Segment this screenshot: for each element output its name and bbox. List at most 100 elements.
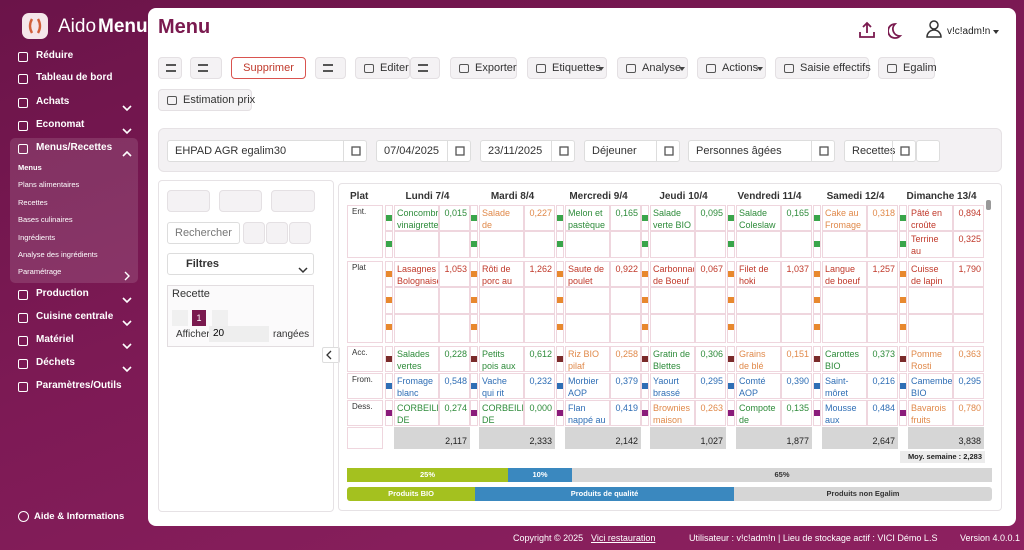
pager-page[interactable]: 1	[192, 310, 206, 326]
dish-cost	[695, 231, 726, 258]
collapse-button[interactable]	[322, 347, 340, 363]
dish-cost: 0,135	[781, 400, 812, 426]
submenu-item[interactable]: Recettes	[18, 198, 48, 207]
icon-button[interactable]	[315, 57, 346, 79]
dish-name[interactable]: Gratin de Blettes	[650, 346, 695, 372]
dish-name[interactable]: Brownies maison	[650, 400, 695, 426]
dish-name[interactable]: Terrine au saumon	[908, 231, 953, 258]
dish-name[interactable]: CORBEILLE DE FRUIT	[394, 400, 439, 426]
marker-cell	[727, 261, 735, 287]
dish-name[interactable]: Salade verte BIO	[650, 205, 695, 231]
pager-prev[interactable]	[172, 310, 188, 326]
dish-name[interactable]: Morbier AOP	[565, 373, 610, 399]
dish-name[interactable]: Mousse aux	[822, 400, 867, 426]
nav-item[interactable]: Réduire	[36, 50, 74, 61]
dish-name[interactable]: CORBEILLE DE FRUIT	[479, 400, 524, 426]
panel-button[interactable]	[219, 190, 262, 212]
nav-item[interactable]: Production	[36, 288, 89, 299]
theme-icon[interactable]	[887, 21, 906, 39]
icon-button[interactable]	[158, 57, 182, 79]
upload-icon[interactable]	[858, 21, 876, 39]
toolbar-button[interactable]: Supprimer	[231, 57, 306, 79]
marker-cell	[813, 261, 821, 287]
dish-name[interactable]: Bavarois fruits	[908, 400, 953, 426]
category-marker	[814, 215, 820, 221]
icon-button[interactable]	[190, 57, 222, 79]
dish-name[interactable]: Salades vertes	[394, 346, 439, 372]
help-link[interactable]: Aide & Informations	[34, 511, 125, 522]
user-name[interactable]: v!c!adm!n	[947, 26, 991, 37]
nav-item[interactable]: Achats	[36, 96, 70, 107]
filters-toggle[interactable]: Filtres	[167, 253, 314, 275]
panel-button[interactable]	[167, 190, 210, 212]
icon-button[interactable]	[410, 57, 440, 79]
filter-input[interactable]: Personnes âgées	[688, 140, 835, 162]
toolbar-button[interactable]: Saisie effectifs	[775, 57, 871, 79]
scrollbar-thumb	[986, 200, 991, 210]
dish-name[interactable]: Camembert BIO	[908, 373, 953, 399]
nav-item[interactable]: Déchets	[36, 357, 75, 368]
view-toggle[interactable]	[289, 222, 311, 244]
submenu-item[interactable]: Analyse des ingrédients	[18, 250, 98, 259]
footer-link[interactable]: Vici restauration	[591, 533, 656, 543]
nav-item[interactable]: Cuisine centrale	[36, 311, 114, 322]
dish-name[interactable]: Compote de	[736, 400, 781, 426]
panel-button[interactable]	[271, 190, 315, 212]
nav-item[interactable]: Economat	[36, 119, 85, 130]
toolbar-button[interactable]: Analyse	[617, 57, 688, 79]
dish-name[interactable]: Pâté en croûte	[908, 205, 953, 231]
nav-item[interactable]: Tableau de bord	[36, 72, 113, 83]
dish-name[interactable]: Concombre vinaigrette	[394, 205, 439, 231]
dish-name[interactable]: Petits pois aux	[479, 346, 524, 372]
dish-cost: 0,228	[439, 346, 470, 372]
rows-select[interactable]: 20	[209, 326, 269, 342]
submenu-item[interactable]: Plans alimentaires	[18, 180, 80, 189]
submenu-item[interactable]: Paramétrage	[18, 267, 62, 276]
dish-name[interactable]: Filet de hoki	[736, 261, 781, 287]
toolbar-button[interactable]: Exporter	[450, 57, 517, 79]
toolbar-button[interactable]: Actions	[697, 57, 766, 79]
dish-name[interactable]: Cake au Fromage	[822, 205, 867, 231]
submenu-item[interactable]: Ingrédients	[18, 233, 56, 242]
dish-cost: 0,000	[524, 400, 555, 426]
dish-name[interactable]: Cuisse de lapin rôtie	[908, 261, 953, 287]
dish-name[interactable]: Lasagnes Bolognaise	[394, 261, 439, 287]
filter-input[interactable]: EHPAD AGR egalim30	[167, 140, 367, 162]
dish-name[interactable]: Rôti de porc au	[479, 261, 524, 287]
pager-next[interactable]	[212, 310, 228, 326]
view-toggle[interactable]	[266, 222, 288, 244]
filter-input[interactable]: Recettes	[844, 140, 916, 162]
dish-name[interactable]: Comté AOP	[736, 373, 781, 399]
dish-name[interactable]: Vache qui rit BIO	[479, 373, 524, 399]
toolbar-button[interactable]: Egalim	[878, 57, 937, 79]
dish-name[interactable]: Riz BIO pilaf	[565, 346, 610, 372]
marker-cell	[641, 261, 649, 287]
dish-name[interactable]: Saint-môret	[822, 373, 867, 399]
nav-item[interactable]: Matériel	[36, 334, 74, 345]
dish-name[interactable]: Fromage blanc	[394, 373, 439, 399]
filter-action[interactable]	[916, 140, 940, 162]
nav-item[interactable]: Menus/Recettes	[36, 142, 113, 153]
dish-name[interactable]: Grains de blé	[736, 346, 781, 372]
dish-name[interactable]: Melon et pastèque	[565, 205, 610, 231]
submenu-item[interactable]: Menus	[18, 163, 42, 172]
dish-name[interactable]: Salade de pomme	[479, 205, 524, 231]
view-toggle[interactable]	[243, 222, 265, 244]
search-input[interactable]: Rechercher	[167, 222, 240, 244]
help-icon	[18, 511, 29, 522]
toolbar-button[interactable]: Estimation prix	[158, 89, 255, 111]
dish-name[interactable]: Flan nappé au	[565, 400, 610, 426]
dish-name[interactable]: Langue de boeuf	[822, 261, 867, 287]
dish-name[interactable]: Yaourt brassé	[650, 373, 695, 399]
dish-name[interactable]: Carottes BIO	[822, 346, 867, 372]
dish-name[interactable]: Salade Coleslaw	[736, 205, 781, 231]
nav-item[interactable]: Paramètres/Outils	[36, 380, 122, 391]
toolbar-button[interactable]: Etiquettes	[527, 57, 607, 79]
dish-name[interactable]: Pomme Rosti	[908, 346, 953, 372]
submenu-item[interactable]: Bases culinaires	[18, 215, 73, 224]
dish-cost: 1,262	[524, 261, 555, 287]
day-total: 2,142	[565, 427, 641, 449]
dish-name[interactable]: Saute de poulet	[565, 261, 610, 287]
toolbar-button[interactable]: Editer	[355, 57, 410, 79]
